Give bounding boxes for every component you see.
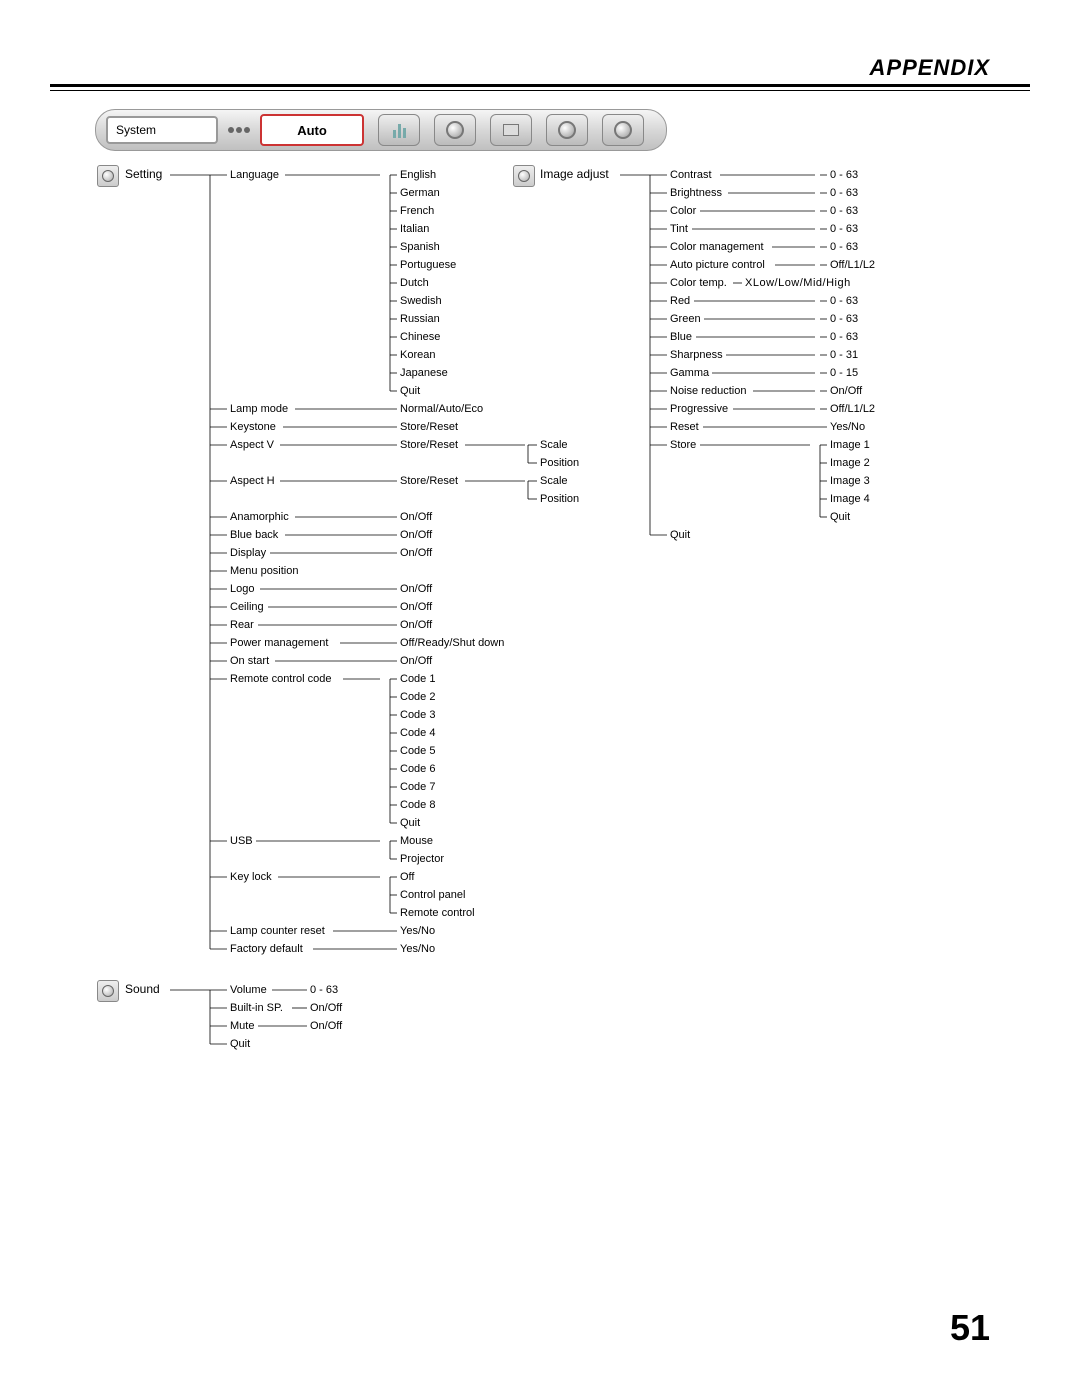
page-root: APPENDIX System Auto Setting Language En…	[0, 0, 1080, 1397]
tree-lines	[0, 0, 1080, 1397]
